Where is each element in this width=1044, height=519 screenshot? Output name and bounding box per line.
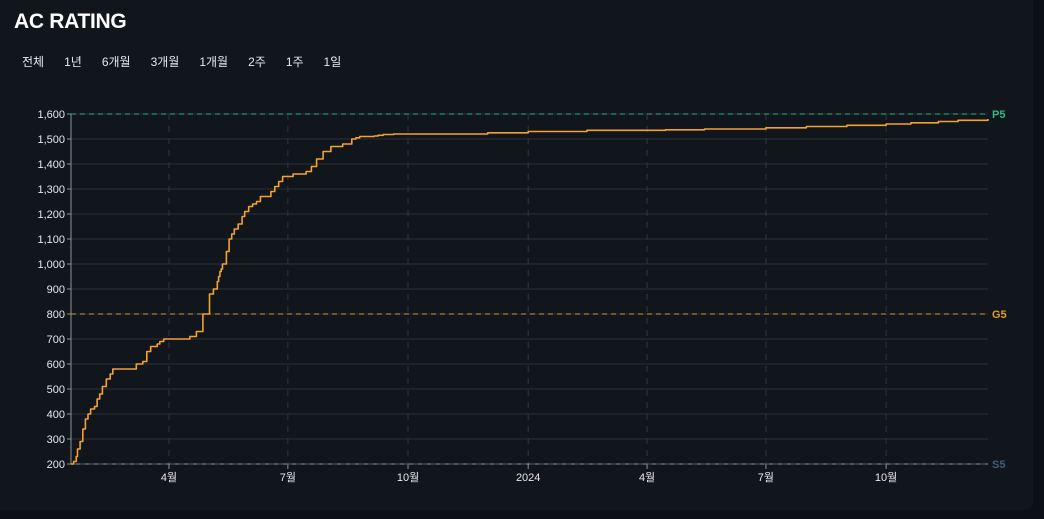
range-tab-1w[interactable]: 1주	[276, 54, 314, 70]
x-tick-label: 2024	[516, 472, 540, 484]
y-tick-label: 1,200	[37, 209, 65, 221]
x-tick-label: 4월	[639, 471, 655, 484]
range-tab-all[interactable]: 전체	[12, 54, 54, 70]
x-tick-label: 10월	[397, 471, 419, 484]
y-tick-label: 1,000	[37, 259, 65, 271]
y-tick-label: 600	[47, 359, 65, 371]
range-tab-1d[interactable]: 1일	[314, 54, 352, 70]
range-tab-1m[interactable]: 1개월	[189, 54, 238, 70]
y-tick-label: 200	[47, 459, 65, 471]
range-tab-3m[interactable]: 3개월	[141, 54, 190, 70]
y-tick-label: 700	[47, 334, 65, 346]
y-tick-label: 1,400	[37, 159, 65, 171]
y-tick-label: 1,500	[37, 134, 65, 146]
range-tab-1y[interactable]: 1년	[54, 54, 92, 70]
y-tick-label: 1,100	[37, 234, 65, 246]
x-tick-label: 7월	[758, 471, 774, 484]
y-tick-label: 900	[47, 284, 65, 296]
tier-label-p5: P5	[992, 109, 1005, 121]
rating-card: AC RATING 전체 1년 6개월 3개월 1개월 2주 1주 1일 1,6…	[0, 0, 1033, 510]
x-tick-label: 4월	[161, 471, 177, 484]
x-tick-label: 7월	[280, 471, 296, 484]
y-tick-label: 1,300	[37, 184, 65, 196]
y-tick-label: 1,600	[37, 109, 65, 121]
y-tick-label: 300	[47, 434, 65, 446]
range-tab-2w[interactable]: 2주	[238, 54, 276, 70]
page-title: AC RATING	[14, 10, 127, 33]
time-range-tabs: 전체 1년 6개월 3개월 1개월 2주 1주 1일	[12, 54, 351, 70]
rating-series-line	[71, 119, 989, 465]
tier-label-g5: G5	[992, 309, 1007, 321]
rating-chart[interactable]: 1,600 1,500 1,400 1,300 1,200 1,100 1,000 900 80…	[0, 0, 1033, 510]
y-tick-label: 800	[47, 309, 65, 321]
y-tick-label: 500	[47, 384, 65, 396]
x-tick-label: 10월	[875, 471, 897, 484]
range-tab-6m[interactable]: 6개월	[92, 54, 141, 70]
tier-label-s5: S5	[992, 459, 1005, 471]
y-tick-label: 400	[47, 409, 65, 421]
